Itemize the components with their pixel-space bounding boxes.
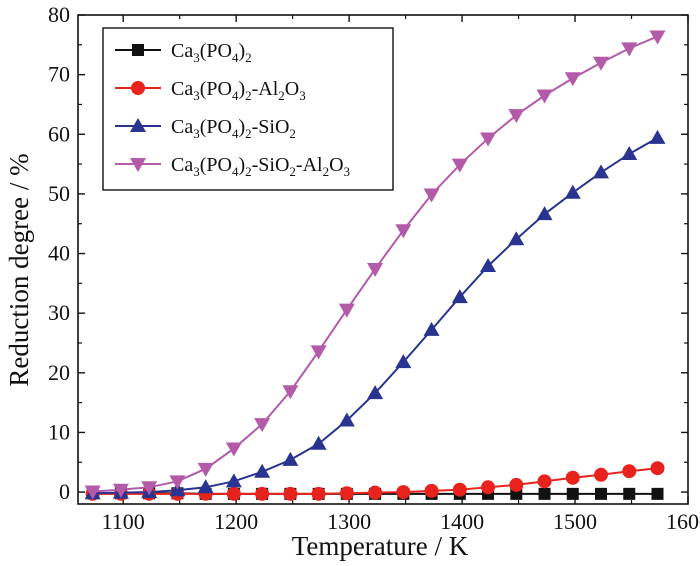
legend-item-1: Ca3(PO4)2-Al2O3 [115,78,306,103]
data-point [339,486,354,501]
data-point [508,231,525,246]
data-point [509,477,524,492]
x-tick-label: 1300 [327,509,371,534]
y-tick-label: 50 [48,181,70,206]
data-point [536,89,553,104]
data-point [255,486,270,501]
data-point [537,474,552,489]
data-point [112,483,129,498]
data-point [254,418,271,433]
data-point [282,385,299,400]
data-point [622,464,637,479]
data-point [593,164,610,179]
data-point [367,263,384,278]
data-point [564,184,581,199]
legend-item-3: Ca3(PO4)2-SiO2-Al2O3 [115,154,350,179]
data-point [423,321,440,336]
data-point [226,486,241,501]
data-point [368,485,383,500]
data-point [481,480,496,495]
series-1 [85,461,665,501]
data-point [593,56,610,71]
data-point [451,289,468,304]
data-point [423,188,440,203]
legend: Ca3(PO4)2 Ca3(PO4)2-Al2O3 Ca3(PO4)2-SiO2 Ca… [102,27,394,191]
data-point [424,483,439,498]
y-tick-label: 10 [48,419,70,444]
data-point [595,487,608,500]
data-point [538,487,551,500]
data-point [395,354,412,369]
data-point [451,158,468,173]
y-tick-label: 20 [48,360,70,385]
series-2 [84,129,666,500]
data-point [338,303,355,318]
y-tick-label: 80 [48,2,70,27]
data-point [480,258,497,273]
legend-label: Ca3(PO4)2-SiO2 [171,116,296,141]
data-point [649,129,666,144]
legend-label: Ca3(PO4)2-SiO2-Al2O3 [171,154,350,179]
series-3 [84,30,666,500]
data-point [141,481,158,496]
data-point [310,345,327,360]
data-point [197,479,214,494]
legend-label: Ca3(PO4)2 [171,40,252,65]
x-tick-label: 1200 [214,509,258,534]
data-point [395,224,412,239]
data-point [254,463,271,478]
data-point [338,412,355,427]
data-point [621,42,638,57]
data-point [197,462,214,477]
data-point [396,485,411,500]
data-point [564,72,581,87]
data-point [510,487,523,500]
legend-marker [130,158,146,172]
y-tick-label: 60 [48,121,70,146]
legend-marker [130,118,146,132]
data-point [283,486,298,501]
x-axis-title: Temperature / K [292,531,469,561]
data-point [282,451,299,466]
y-tick-label: 70 [48,62,70,87]
legend-item-2: Ca3(PO4)2-SiO2 [115,116,296,141]
data-point [225,473,242,488]
data-point [225,442,242,457]
data-point [623,487,636,500]
x-tick-label: 1500 [553,509,597,534]
data-point [367,385,384,400]
data-point [311,486,326,501]
data-point [536,206,553,221]
data-point [310,435,327,450]
data-point [594,467,609,482]
y-tick-label: 30 [48,300,70,325]
y-tick-label: 40 [48,241,70,266]
data-point [566,487,579,500]
x-tick-label: 1400 [440,509,484,534]
y-axis-title: Reduction degree / % [4,153,34,386]
data-point [650,461,665,476]
data-point [649,30,666,45]
data-point [480,132,497,147]
legend-item-0: Ca3(PO4)2 [115,40,252,65]
data-point [452,482,467,497]
data-point [565,470,580,485]
legend-marker [132,44,144,56]
plot-frame [77,14,689,505]
data-point [621,145,638,160]
x-tick-label: 1100 [102,509,145,534]
data-point [508,109,525,124]
data-point [651,487,664,500]
data-point [84,485,101,500]
data-point [169,475,186,490]
series-layer [84,30,666,501]
y-tick-label: 0 [59,479,70,504]
legend-marker [131,81,145,95]
legend-label: Ca3(PO4)2-Al2O3 [171,78,306,103]
